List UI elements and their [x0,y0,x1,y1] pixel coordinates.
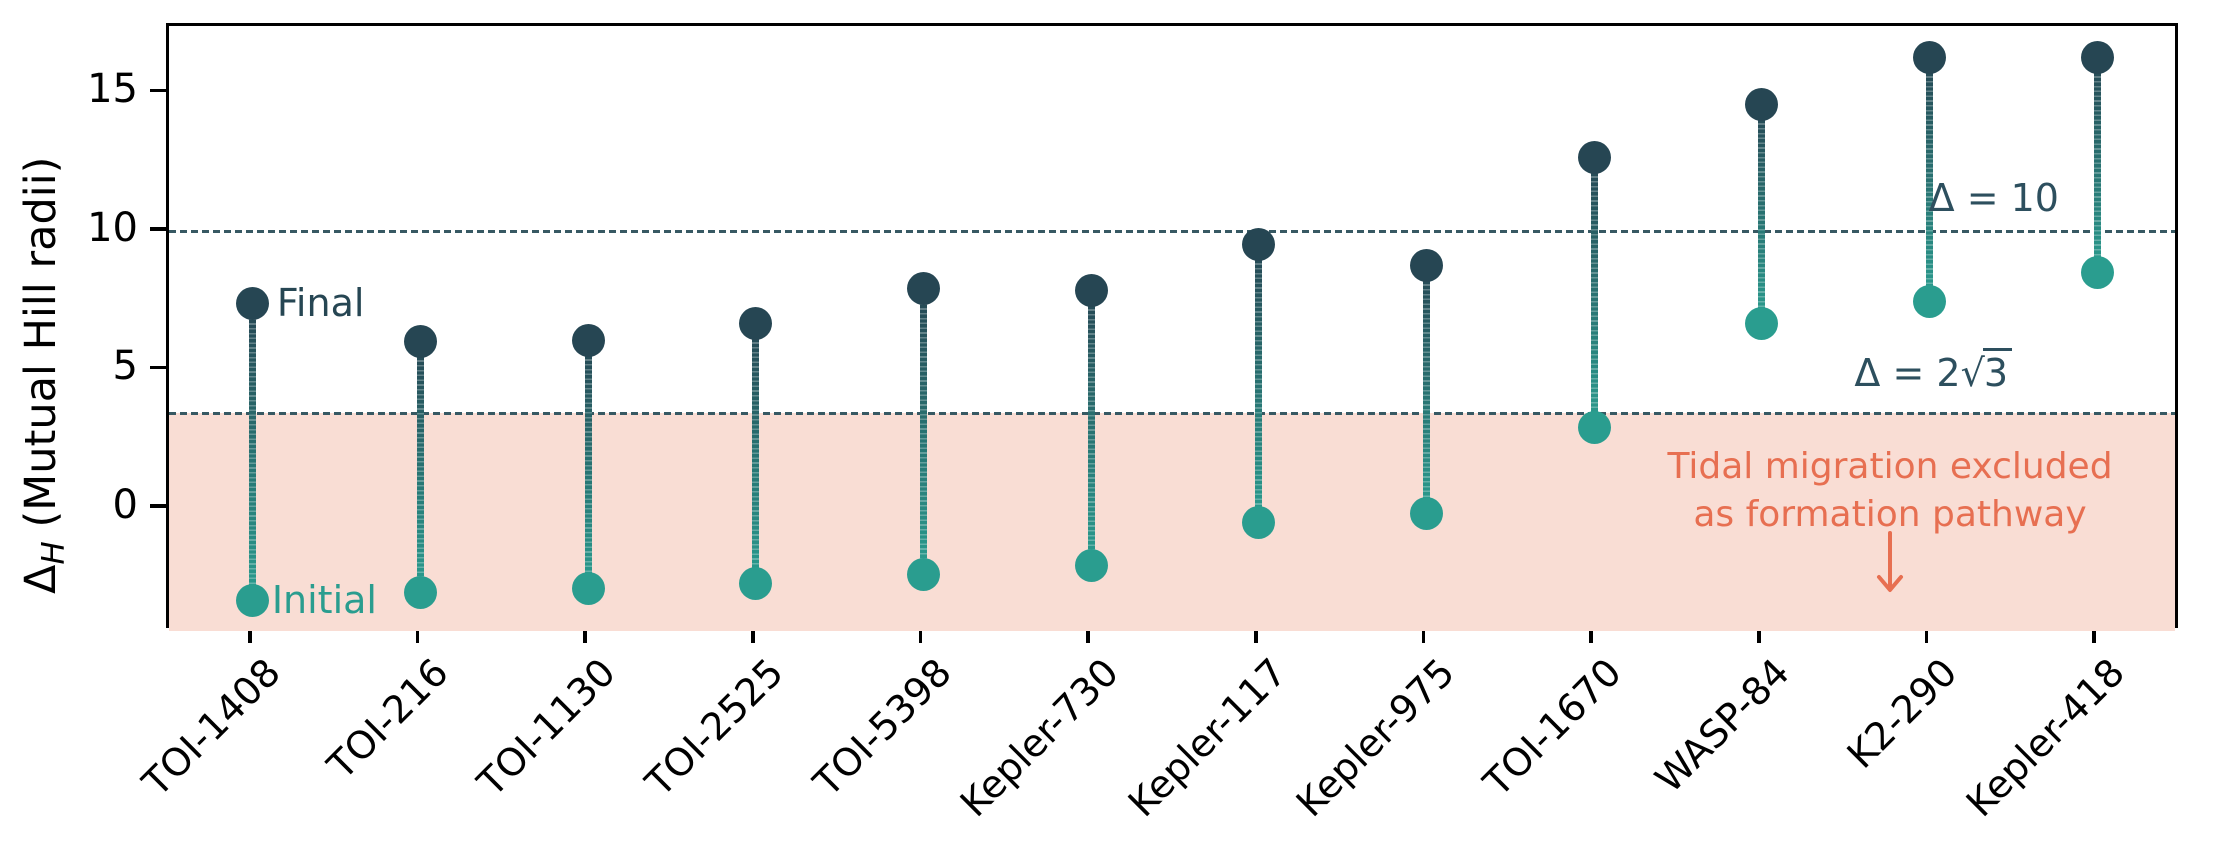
final-dot-WASP-84 [1745,87,1779,121]
x-tick-mark-Kepler-730 [1086,628,1090,643]
x-tick-mark-TOI-2525 [751,628,755,643]
plot-layer: Δ = 10 Δ = 2√3 Tidal migration excluded … [169,26,2175,631]
x-tick-label-TOI-216: TOI-216 [319,650,457,788]
stem-WASP-84 [1758,104,1766,324]
x-tick-label-TOI-1130: TOI-1130 [469,650,625,805]
initial-dot-Kepler-418 [2080,255,2114,289]
x-tick-mark-Kepler-117 [1254,628,1258,643]
exclusion-annotation-line1: Tidal migration excluded [1667,446,2113,487]
y-tick-label-15: 15 [87,66,138,113]
exclusion-annotation-line2: as formation pathway [1693,493,2087,535]
final-dot-Kepler-730 [1074,273,1108,307]
reference-label-2sqrt3-radicand: 3 [1982,348,2012,396]
initial-dot-TOI-1130 [571,571,605,605]
y-tick-mark-0 [150,504,166,508]
final-series-label: Final [276,281,365,326]
initial-dot-TOI-5398 [907,557,940,591]
stem-TOI-2525 [752,323,760,584]
x-tick-mark-K2-290 [1924,628,1929,643]
initial-dot-TOI-2525 [739,567,773,601]
final-dot-Kepler-117 [1242,227,1276,261]
initial-series-label: Initial [271,577,377,622]
initial-dot-TOI-216 [404,575,437,609]
final-dot-TOI-1408 [236,287,270,321]
initial-dot-TOI-1408 [236,584,270,617]
stem-K2-290 [1926,57,1933,302]
x-tick-label-K2-290: K2-290 [1838,650,1966,777]
final-dot-TOI-1130 [571,323,605,357]
y-tick-label-10: 10 [87,204,138,251]
x-tick-label-TOI-2525: TOI-2525 [637,650,792,805]
y-tick-mark-5 [150,365,166,370]
stem-TOI-1130 [584,340,592,589]
initial-dot-Kepler-975 [1410,496,1443,530]
stem-TOI-216 [417,341,424,593]
reference-line-delta-2sqrt3 [169,411,2175,415]
x-tick-mark-Kepler-418 [2092,628,2096,643]
x-tick-label-TOI-1670: TOI-1670 [1475,650,1631,805]
x-tick-label-WASP-84: WASP-84 [1646,650,1798,802]
stem-Kepler-975 [1423,265,1430,514]
y-tick-mark-10 [150,227,166,231]
initial-dot-TOI-1670 [1577,410,1611,444]
final-dot-K2-290 [1913,40,1946,74]
reference-label-delta-10: Δ = 10 [1928,175,2059,220]
stem-Kepler-117 [1255,244,1263,523]
x-tick-label-Kepler-117: Kepler-117 [1119,650,1295,826]
y-axis-title-delta: Δ [16,564,66,594]
initial-dot-Kepler-117 [1242,506,1276,540]
stem-TOI-5398 [920,288,927,575]
x-tick-label-TOI-5398: TOI-5398 [804,650,960,805]
reference-label-delta-2sqrt3: Δ = 2√3 [1854,348,2012,396]
x-tick-label-Kepler-730: Kepler-730 [951,650,1128,826]
final-dot-TOI-216 [404,324,437,358]
y-tick-label-0: 0 [112,482,138,529]
x-tick-mark-WASP-84 [1757,628,1761,643]
x-tick-label-Kepler-975: Kepler-975 [1287,650,1463,826]
x-tick-mark-TOI-1408 [248,628,252,643]
reference-label-2sqrt3-prefix: Δ = 2√ [1854,351,1985,396]
initial-dot-Kepler-730 [1074,549,1108,583]
plot-area: Δ = 10 Δ = 2√3 Tidal migration excluded … [166,23,2178,631]
final-dot-Kepler-975 [1410,248,1443,282]
reference-line-delta-10 [169,230,2175,234]
exclusion-annotation: Tidal migration excluded as formation pa… [1667,443,2112,538]
x-tick-mark-TOI-216 [415,628,420,643]
final-dot-TOI-2525 [739,306,773,340]
stem-TOI-1670 [1590,157,1598,428]
stem-Kepler-730 [1087,290,1095,566]
final-dot-Kepler-418 [2080,40,2114,74]
initial-dot-WASP-84 [1745,306,1779,340]
final-dot-TOI-5398 [907,272,940,306]
x-tick-mark-Kepler-975 [1421,628,1426,643]
y-axis-title-subscript: H [36,541,72,565]
x-tick-mark-TOI-1130 [583,628,587,643]
stem-TOI-1408 [249,303,257,601]
y-tick-label-5: 5 [112,343,138,390]
y-tick-mark-15 [150,88,166,93]
stem-Kepler-418 [2093,57,2101,273]
initial-dot-K2-290 [1913,284,1946,318]
final-dot-TOI-1670 [1577,140,1611,174]
x-tick-mark-TOI-5398 [918,628,923,643]
x-tick-mark-TOI-1670 [1589,628,1593,643]
x-tick-label-Kepler-418: Kepler-418 [1957,650,2134,826]
x-tick-label-TOI-1408: TOI-1408 [134,650,289,805]
excluded-region [169,413,2175,631]
down-arrow-icon [1877,531,1903,592]
